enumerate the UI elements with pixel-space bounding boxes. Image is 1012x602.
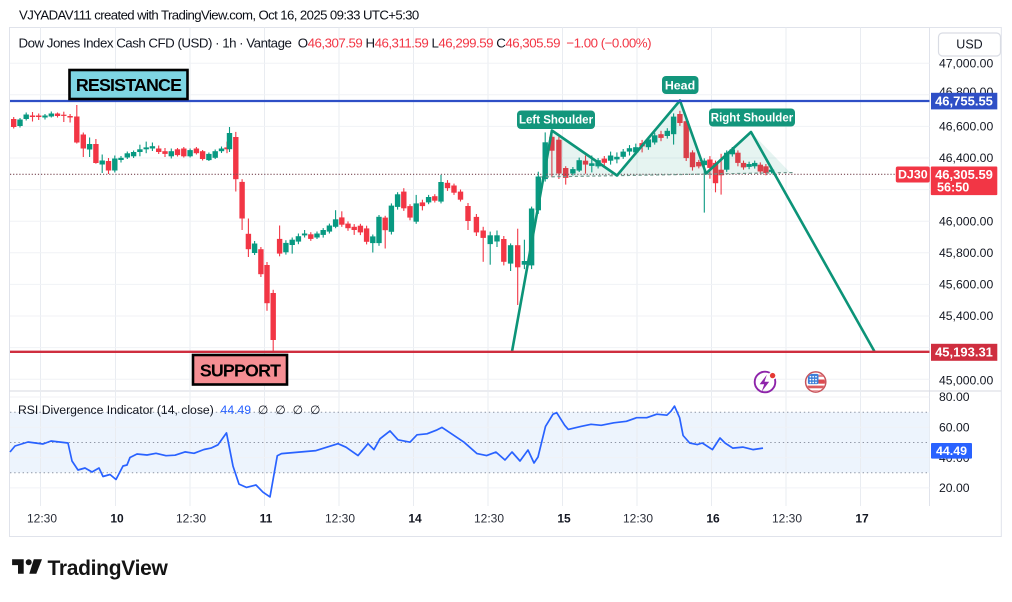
svg-text:VJYADAV111 created with Tradin: VJYADAV111 created with TradingView.com,… <box>19 8 419 23</box>
svg-text:12:30: 12:30 <box>772 512 802 526</box>
svg-text:12:30: 12:30 <box>325 512 355 526</box>
svg-text:47,000.00: 47,000.00 <box>939 56 993 70</box>
svg-text:Left Shoulder: Left Shoulder <box>519 115 594 127</box>
svg-text:RSI Divergence Indicator (14,: RSI Divergence Indicator (14, close) 44.… <box>18 403 321 417</box>
svg-text:45,600.00: 45,600.00 <box>939 278 993 292</box>
svg-text:Right Shoulder: Right Shoulder <box>711 113 794 125</box>
svg-text:46,305.59: 46,305.59 <box>935 167 993 182</box>
svg-text:46,600.00: 46,600.00 <box>939 120 993 134</box>
svg-text:80.00: 80.00 <box>939 390 970 404</box>
svg-text:45,193.31: 45,193.31 <box>935 345 993 360</box>
svg-text:45,800.00: 45,800.00 <box>939 246 993 260</box>
svg-text:USD: USD <box>956 38 982 52</box>
svg-text:45,400.00: 45,400.00 <box>939 309 993 323</box>
svg-text:TradingView: TradingView <box>48 557 169 580</box>
svg-text:Dow Jones Index Cash CFD (USD): Dow Jones Index Cash CFD (USD) · 1h · Va… <box>19 36 652 51</box>
svg-text:44.49: 44.49 <box>936 444 967 458</box>
svg-text:10: 10 <box>110 512 124 526</box>
svg-text:12:30: 12:30 <box>176 512 206 526</box>
svg-text:DJ30: DJ30 <box>898 168 928 182</box>
svg-text:56:50: 56:50 <box>937 181 969 195</box>
svg-text:20.00: 20.00 <box>939 481 970 495</box>
svg-text:11: 11 <box>260 512 273 526</box>
svg-text:Head: Head <box>665 78 695 92</box>
svg-text:12:30: 12:30 <box>27 512 57 526</box>
svg-text:14: 14 <box>408 512 422 526</box>
svg-text:17: 17 <box>855 512 869 526</box>
svg-text:12:30: 12:30 <box>623 512 653 526</box>
svg-text:46,400.00: 46,400.00 <box>939 151 993 165</box>
svg-text:46,755.55: 46,755.55 <box>935 93 993 108</box>
svg-text:15: 15 <box>557 512 571 526</box>
svg-text:RESISTANCE: RESISTANCE <box>76 75 182 95</box>
svg-text:16: 16 <box>706 512 720 526</box>
svg-text:46,000.00: 46,000.00 <box>939 214 993 228</box>
svg-text:SUPPORT: SUPPORT <box>200 361 281 381</box>
svg-text:45,000.00: 45,000.00 <box>939 374 993 388</box>
svg-text:12:30: 12:30 <box>474 512 504 526</box>
svg-text:60.00: 60.00 <box>939 421 970 435</box>
